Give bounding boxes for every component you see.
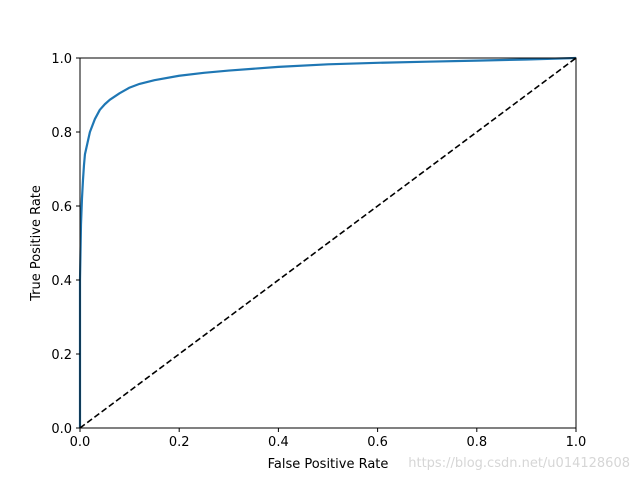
y-tick-label: 1.0 [51,52,72,67]
x-tick-label: 0.0 [70,435,91,450]
y-axis-ticks: 0.0 0.2 0.4 0.6 0.8 1.0 [51,52,80,437]
plot-area [78,56,577,429]
roc-curve-line [78,56,577,428]
x-tick-label: 0.4 [268,435,289,450]
x-tick-label: 0.6 [367,435,388,450]
x-tick-label: 0.2 [169,435,190,450]
y-tick-label: 0.6 [51,200,72,215]
y-tick-label: 0.0 [51,422,72,437]
chance-diagonal-line [79,57,577,429]
watermark: https://blog.csdn.net/u014128608 [408,456,630,471]
y-tick-label: 0.8 [51,126,72,141]
y-tick-label: 0.2 [51,348,72,363]
x-axis-label: False Positive Rate [268,457,389,472]
x-axis-ticks: 0.0 0.2 0.4 0.6 0.8 1.0 [70,428,587,450]
axes-frame [79,57,577,429]
y-tick-label: 0.4 [51,274,72,289]
y-axis-label: True Positive Rate [29,185,44,302]
x-tick-label: 0.8 [466,435,487,450]
x-tick-label: 1.0 [566,435,587,450]
